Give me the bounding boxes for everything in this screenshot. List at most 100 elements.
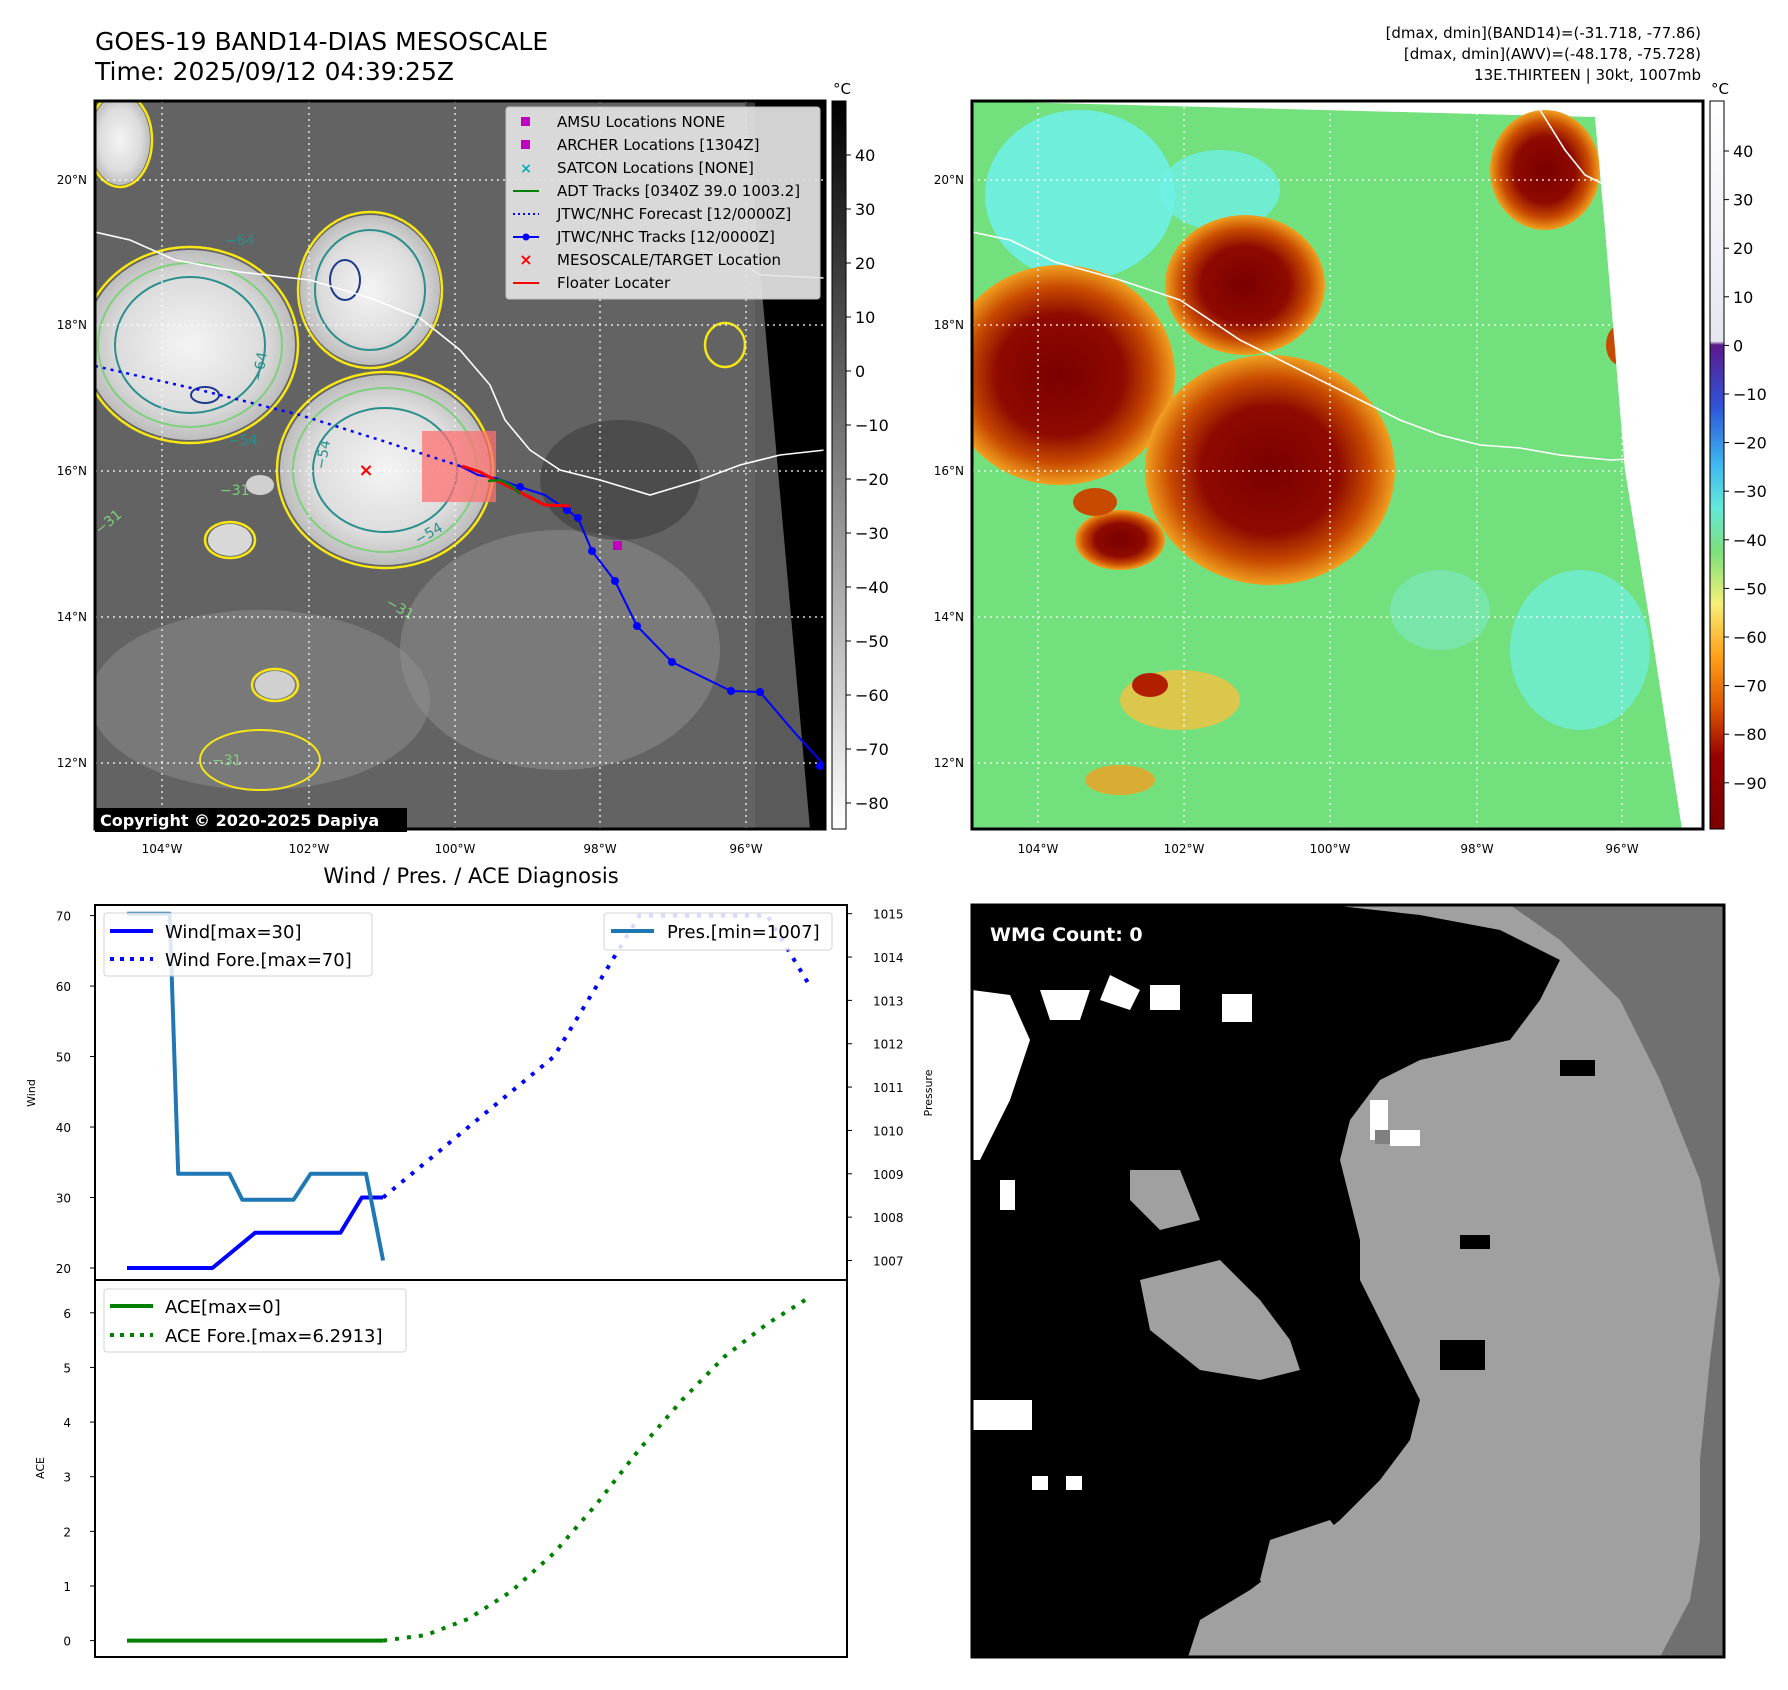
info-band14: [dmax, dmin](BAND14)=(-31.718, -77.86) xyxy=(1386,24,1701,42)
colorbar-tick-label: −50 xyxy=(1733,579,1767,598)
info-storm: 13E.THIRTEEN | 30kt, 1007mb xyxy=(1474,66,1701,84)
ace-axis-label: ACE xyxy=(34,1457,47,1479)
figure-time: Time: 2025/09/12 04:39:25Z xyxy=(94,57,454,86)
lon-label: 104°W xyxy=(142,842,183,856)
lon-label: 96°W xyxy=(1605,842,1638,856)
lon-label: 102°W xyxy=(289,842,330,856)
lon-label: 104°W xyxy=(1018,842,1059,856)
ace-tick-label: 4 xyxy=(63,1416,71,1430)
colorbar-unit: °C xyxy=(833,80,851,98)
pressure-tick-label: 1009 xyxy=(873,1168,904,1182)
awv-map: 20°N 18°N 16°N 14°N 12°N 104°W 102°W 100… xyxy=(934,99,1705,856)
colorbar-tick-label: −70 xyxy=(855,740,889,759)
pressure-tick-label: 1015 xyxy=(873,908,904,922)
contour-label: −31 xyxy=(220,483,250,499)
colorbar-unit: °C xyxy=(1711,80,1729,98)
colorbar-tick-label: 10 xyxy=(1733,288,1753,307)
colorbar-tick-label: −70 xyxy=(1733,677,1767,696)
legend-label: Floater Locater xyxy=(557,274,671,292)
lat-label: 18°N xyxy=(57,318,87,332)
ace-series-line-1 xyxy=(382,1295,812,1643)
wind-axis-label: Wind xyxy=(25,1079,38,1107)
pressure-tick-label: 1007 xyxy=(873,1254,904,1268)
colorbar-tick-label: 10 xyxy=(855,308,875,327)
pressure-tick-label: 1014 xyxy=(873,951,904,965)
pressure-tick-label: 1010 xyxy=(873,1124,904,1138)
wind-tick-label: 30 xyxy=(56,1192,71,1206)
ace-tick-label: 0 xyxy=(63,1635,71,1649)
colorbar-tick-label: −10 xyxy=(855,416,889,435)
legend-label: ADT Tracks [0340Z 39.0 1003.2] xyxy=(557,182,800,200)
colorbar-tick-label: −30 xyxy=(855,524,889,543)
lat-label: 14°N xyxy=(57,610,87,624)
legend-label: ACE[max=0] xyxy=(165,1297,281,1318)
colorbar-tick-label: 30 xyxy=(855,200,875,219)
lat-label: 16°N xyxy=(934,464,964,478)
wind-tick-label: 50 xyxy=(56,1051,71,1065)
colorbar-tick-label: 40 xyxy=(855,146,875,165)
colorbar-tick-label: −20 xyxy=(1733,434,1767,453)
legend-label: Pres.[min=1007] xyxy=(667,922,820,943)
contour-label: −54 xyxy=(313,439,334,471)
series-line-0 xyxy=(127,1195,384,1270)
colorbar-tick-label: 0 xyxy=(855,362,865,381)
wind-pressure-panel: 20 30 40 50 60 70 1007 1008 1009 1010 1011 1012 1013… xyxy=(25,904,935,1281)
lat-label: 18°N xyxy=(934,318,964,332)
lon-label: 98°W xyxy=(583,842,616,856)
ace-tick-label: 6 xyxy=(63,1307,71,1321)
pressure-axis-label: Pressure xyxy=(922,1069,935,1116)
ace-tick-label: 1 xyxy=(63,1580,71,1594)
contour-label: −54 xyxy=(228,433,258,449)
contour-label: −64 xyxy=(225,233,255,249)
svg-text:×: × xyxy=(520,161,532,177)
contour-label: −31 xyxy=(212,753,242,769)
pressure-legend: Pres.[min=1007] xyxy=(603,912,833,951)
wmg-count-label: WMG Count: 0 xyxy=(990,924,1143,946)
lat-label: 12°N xyxy=(934,756,964,770)
pressure-tick-label: 1012 xyxy=(873,1038,904,1052)
colorbar-tick-label: 30 xyxy=(1733,191,1753,210)
legend-label: SATCON Locations [NONE] xyxy=(557,159,754,177)
colorbar-tick-label: −10 xyxy=(1733,385,1767,404)
wind-legend: Wind[max=30] Wind Fore.[max=70] xyxy=(103,912,373,977)
ace-tick-label: 5 xyxy=(63,1361,71,1375)
wind-tick-label: 20 xyxy=(56,1262,71,1276)
chart-title: Wind / Pres. / ACE Diagnosis xyxy=(323,864,618,888)
legend-label: JTWC/NHC Forecast [12/0000Z] xyxy=(556,205,791,223)
lat-label: 14°N xyxy=(934,610,964,624)
pressure-tick-label: 1008 xyxy=(873,1211,904,1225)
colorbar-tick-label: 0 xyxy=(1733,336,1743,355)
legend-label: MESOSCALE/TARGET Location xyxy=(557,251,781,269)
lat-label: 12°N xyxy=(57,756,87,770)
legend-label: ARCHER Locations [1304Z] xyxy=(557,136,760,154)
pressure-tick-label: 1011 xyxy=(873,1081,904,1095)
map-legend: × × AMSU Locations NONE ARCHER Locations… xyxy=(505,106,821,300)
ace-tick-label: 3 xyxy=(63,1471,71,1485)
info-awv: [dmax, dmin](AWV)=(-48.178, -75.728) xyxy=(1404,45,1701,63)
pressure-tick-label: 1013 xyxy=(873,994,904,1008)
lat-label: 16°N xyxy=(57,464,87,478)
lon-label: 102°W xyxy=(1164,842,1205,856)
lon-label: 98°W xyxy=(1460,842,1493,856)
colorbar-tick-label: 20 xyxy=(855,254,875,273)
colorbar-tick-label: −80 xyxy=(855,794,889,813)
legend-label: Wind[max=30] xyxy=(165,922,302,943)
svg-text:×: × xyxy=(519,250,532,269)
legend-label: Wind Fore.[max=70] xyxy=(165,950,352,971)
contour-label: −64 xyxy=(250,351,271,383)
lat-label: 20°N xyxy=(57,173,87,187)
colorbar-tick-label: 20 xyxy=(1733,239,1753,258)
copyright-label: Copyright © 2020-2025 Dapiya xyxy=(100,811,379,830)
colorbar-tick-label: −40 xyxy=(1733,531,1767,550)
band14-colorbar: °C 40 30 20 10 0 −10 −20 −30 −40 −50 −60 −70 −80 xyxy=(831,80,889,830)
lon-label: 96°W xyxy=(729,842,762,856)
svg-text:×: × xyxy=(358,460,373,481)
colorbar-tick-label: −60 xyxy=(855,686,889,705)
ace-tick-label: 2 xyxy=(63,1525,71,1539)
colorbar-tick-label: −90 xyxy=(1733,774,1767,793)
legend-label: JTWC/NHC Tracks [12/0000Z] xyxy=(556,228,775,246)
lon-label: 100°W xyxy=(1310,842,1351,856)
awv-colorbar: °C 40 30 20 10 0 −10 −20 −30 −40 −50 −60 −70 −80 −90 xyxy=(1709,80,1767,830)
legend-label: ACE Fore.[max=6.2913] xyxy=(165,1326,383,1347)
